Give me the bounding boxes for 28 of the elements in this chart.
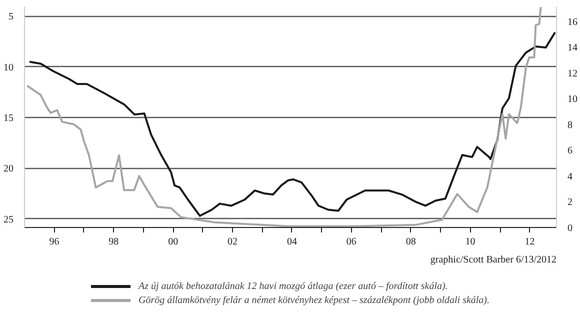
x-tick-label: 02 xyxy=(228,236,238,248)
y2-tick-label: 0 xyxy=(568,223,572,234)
legend-label: Görög államkötvény felár a német kötvényhez képest – százalékpont (jobb oldali skála). xyxy=(138,294,490,306)
x-tick-label: 96 xyxy=(49,236,60,248)
y-tick-label: 15 xyxy=(4,113,14,124)
line-series xyxy=(26,6,542,228)
legend-label: Az új autók behozatalának 12 havi mozgó átlaga (ezer autó – fordított skála). xyxy=(138,280,448,292)
y2-tick-label: 14 xyxy=(568,42,578,54)
y2-tick-label: 8 xyxy=(568,120,572,131)
y2-tick-label: 6 xyxy=(568,146,572,157)
y-tick-label: 5 xyxy=(8,12,14,23)
x-tick-label: 10 xyxy=(465,236,476,248)
y-tick-label: 20 xyxy=(4,164,14,175)
y2-tick-label: 12 xyxy=(568,68,578,80)
y-tick-label: 10 xyxy=(4,62,14,74)
x-tick-label: 00 xyxy=(168,236,178,248)
x-tick-label: 12 xyxy=(524,236,535,248)
y-tick-label: 25 xyxy=(4,214,14,226)
line-series xyxy=(28,31,556,217)
text: graphic/Scott Barber 6/13/2012 xyxy=(430,254,557,266)
y2-tick-label: 4 xyxy=(568,171,572,182)
y2-tick-label: 2 xyxy=(568,197,572,208)
y2-tick-label: 10 xyxy=(568,94,578,106)
y2-tick-label: 16 xyxy=(568,16,578,28)
x-tick-label: 98 xyxy=(108,236,119,248)
x-tick-label: 04 xyxy=(286,236,297,248)
x-tick-label: 08 xyxy=(406,236,416,248)
x-tick-label: 06 xyxy=(346,236,356,248)
